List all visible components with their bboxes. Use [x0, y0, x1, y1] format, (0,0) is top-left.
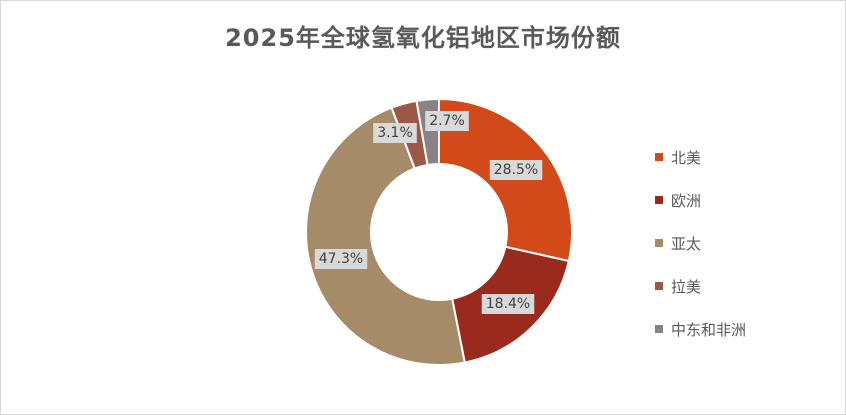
legend-label: 亚太: [671, 234, 702, 253]
legend-label: 拉美: [671, 277, 702, 296]
data-label-3: 47.3%: [314, 249, 368, 269]
legend-item: 欧洲: [655, 189, 746, 211]
legend-swatch: [655, 325, 663, 333]
data-label-box: [314, 249, 368, 269]
data-label-4: 3.1%: [373, 123, 417, 143]
legend-item: 中东和非洲: [655, 318, 746, 340]
data-label-5: 2.7%: [425, 111, 469, 131]
legend-swatch: [655, 196, 663, 204]
data-label-box: [481, 294, 535, 314]
legend: 北美欧洲亚太拉美中东和非洲: [655, 146, 746, 361]
legend-label: 北美: [671, 148, 702, 167]
legend-swatch: [655, 239, 663, 247]
data-label-text: 18.4%: [486, 296, 530, 312]
data-label-box: [425, 111, 469, 131]
data-label-text: 3.1%: [377, 125, 413, 141]
data-label-text: 47.3%: [319, 251, 363, 267]
legend-swatch: [655, 282, 663, 290]
data-label-1: 28.5%: [489, 160, 543, 180]
legend-swatch: [655, 153, 663, 161]
donut-slices: [304, 97, 573, 366]
donut-data-labels: 28.5% 18.4% 47.3% 3.1% 2.7%: [314, 111, 543, 314]
data-label-box: [489, 160, 543, 180]
chart-title: 2025年全球氢氧化铝地区市场份额: [225, 24, 621, 52]
data-label-box: [373, 123, 417, 143]
donut-slice-1: [438, 97, 573, 263]
legend-label: 中东和非洲: [671, 320, 747, 339]
legend-item: 亚太: [655, 232, 746, 254]
data-label-text: 2.7%: [429, 113, 465, 129]
legend-item: 拉美: [655, 275, 746, 297]
donut-slice-3: [304, 106, 466, 366]
legend-label: 欧洲: [671, 191, 702, 210]
data-label-2: 18.4%: [481, 294, 535, 314]
data-label-text: 28.5%: [494, 162, 538, 178]
legend-item: 北美: [655, 146, 746, 168]
